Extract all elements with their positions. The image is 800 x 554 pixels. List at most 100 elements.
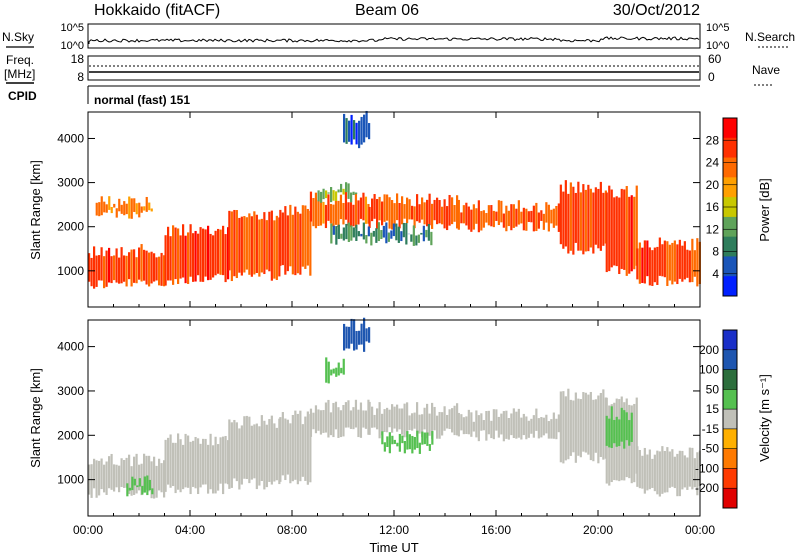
power-echo-column: [525, 208, 528, 231]
power-weak-echo-column: [125, 203, 128, 215]
velocity-ground-scatter-column: [527, 420, 530, 438]
velocity-ground-scatter-column: [453, 405, 456, 436]
velocity-ground-scatter-column: [349, 410, 353, 429]
power-echo-column: [408, 199, 411, 220]
power-echo-column: [284, 206, 287, 275]
power-echo-column: [253, 211, 256, 275]
power-echo-column: [653, 247, 656, 283]
power-weak-echo-column: [363, 114, 366, 143]
velocity-ground-scatter-column: [492, 409, 495, 440]
power-echo-column: [540, 210, 543, 221]
velocity-ground-scatter-column: [194, 436, 197, 489]
velocity-ionospheric-column: [133, 478, 136, 486]
power-echo-column: [651, 250, 654, 286]
power-echo-column: [174, 227, 177, 280]
velocity-ground-scatter-column: [505, 410, 508, 439]
power-echo-column: [693, 250, 696, 277]
power-weak-echo-column: [420, 232, 423, 235]
velocity-ground-scatter-column: [555, 418, 558, 440]
velocity-ground-scatter-column: [545, 414, 548, 434]
power-echo-column: [472, 204, 475, 230]
power-y-tick-label: 4000: [57, 131, 84, 145]
power-weak-echo-column: [330, 223, 333, 244]
power-echo-column: [197, 233, 200, 276]
velocity-ground-scatter-column: [228, 419, 231, 489]
power-echo-column: [233, 209, 236, 277]
velocity-ground-scatter-column: [158, 458, 161, 491]
power-ylabel: Slant Range [km]: [28, 160, 43, 260]
velocity-ionospheric-column: [383, 442, 386, 452]
velocity-ground-scatter-column: [638, 449, 641, 489]
power-weak-echo-column: [128, 196, 131, 219]
velocity-ground-scatter-column: [362, 410, 365, 428]
power-weak-echo-column: [98, 202, 101, 217]
power-echo-column: [671, 242, 674, 285]
velocity-ground-scatter-column: [222, 436, 225, 495]
power-echo-column: [388, 197, 391, 229]
power-echo-column: [304, 205, 307, 269]
power-echo-column: [322, 201, 325, 224]
velocity-colorbar-swatch: [723, 349, 737, 371]
power-echo-column: [594, 187, 597, 245]
power-echo-column: [673, 240, 676, 282]
power-weak-echo-column: [345, 118, 348, 144]
power-echo-column: [362, 192, 365, 221]
velocity-ground-scatter-column: [105, 461, 108, 495]
velocity-ground-scatter-column: [448, 409, 451, 430]
velocity-ground-scatter-column: [683, 455, 686, 488]
velocity-ground-scatter-column: [204, 438, 207, 485]
velocity-ground-scatter-column: [219, 437, 222, 484]
power-weak-echo-column: [397, 226, 400, 243]
power-echo-column: [470, 209, 473, 232]
power-echo-column: [209, 233, 212, 280]
power-echo-column: [589, 188, 592, 248]
velocity-ground-scatter-column: [599, 392, 602, 457]
power-echo-column: [681, 245, 684, 282]
velocity-ionospheric-column: [630, 412, 633, 442]
velocity-ground-scatter-column: [388, 409, 391, 428]
power-echo-column: [527, 211, 530, 222]
power-echo-column: [312, 198, 315, 227]
power-echo-column: [545, 202, 548, 223]
velocity-ionospheric-column: [146, 475, 149, 496]
power-echo-column: [212, 235, 215, 278]
velocity-colorbar-label: Velocity [m s⁻¹]: [757, 374, 772, 462]
power-echo-column: [275, 215, 278, 280]
velocity-ground-scatter-column: [245, 415, 248, 480]
power-echo-column: [564, 180, 567, 247]
power-echo-column: [448, 194, 451, 226]
velocity-ground-scatter-column: [497, 416, 500, 438]
velocity-ground-scatter-column: [550, 419, 553, 439]
velocity-ground-scatter-column: [411, 413, 414, 431]
power-echo-column: [279, 209, 282, 266]
velocity-ionospheric-column: [428, 444, 431, 451]
power-echo-column: [268, 211, 271, 272]
power-weak-echo-column: [332, 225, 335, 235]
power-weak-echo-column: [120, 204, 123, 214]
velocity-ionospheric-column: [143, 476, 146, 493]
velocity-ground-scatter-column: [653, 454, 656, 492]
velocity-colorbar-swatch: [723, 468, 737, 489]
power-weak-echo-column: [332, 190, 335, 201]
velocity-ground-scatter-column: [368, 401, 371, 435]
velocity-ground-scatter-column: [118, 465, 121, 493]
velocity-ionospheric-column: [340, 367, 343, 374]
velocity-ground-scatter-column: [339, 410, 343, 438]
velocity-ground-scatter-column: [268, 419, 271, 482]
velocity-colorbar-tick-label: -200: [695, 481, 719, 495]
power-weak-echo-column: [138, 202, 141, 218]
power-echo-column: [235, 210, 238, 279]
power-weak-echo-column: [372, 230, 375, 237]
power-echo-column: [666, 241, 669, 286]
power-echo-column: [260, 218, 263, 273]
velocity-ground-scatter-column: [540, 417, 543, 438]
power-echo-column: [327, 194, 330, 221]
velocity-ground-scatter-column: [438, 411, 441, 439]
velocity-ground-scatter-column: [143, 453, 146, 493]
velocity-ground-scatter-column: [319, 410, 323, 435]
power-colorbar-swatch: [723, 137, 737, 159]
power-echo-column: [172, 225, 175, 285]
power-echo-column: [587, 184, 590, 252]
power-weak-echo-column: [340, 233, 343, 239]
power-echo-column: [520, 211, 523, 224]
